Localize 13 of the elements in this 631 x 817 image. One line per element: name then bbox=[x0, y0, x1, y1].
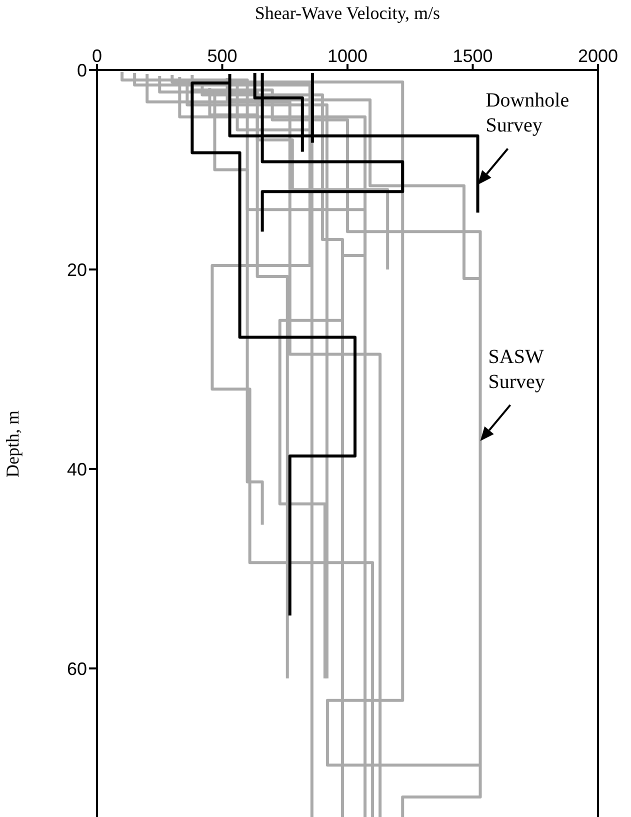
y-tick-label: 20 bbox=[66, 260, 87, 280]
x-tick-label: 500 bbox=[207, 46, 238, 66]
y-tick-label: 60 bbox=[66, 658, 87, 679]
x-axis-title: Shear-Wave Velocity, m/s bbox=[254, 2, 440, 23]
y-tick-label: 0 bbox=[76, 60, 87, 80]
x-tick-label: 1500 bbox=[452, 46, 493, 66]
x-tick-label: 0 bbox=[92, 46, 102, 66]
y-tick-label: 40 bbox=[66, 459, 87, 480]
x-tick-label: 1000 bbox=[327, 46, 368, 66]
x-tick-label: 2000 bbox=[578, 46, 618, 66]
annotation: SASW Survey bbox=[488, 346, 545, 394]
annotation: Downhole Survey bbox=[486, 90, 570, 137]
y-axis-title: Depth, m bbox=[2, 410, 22, 478]
